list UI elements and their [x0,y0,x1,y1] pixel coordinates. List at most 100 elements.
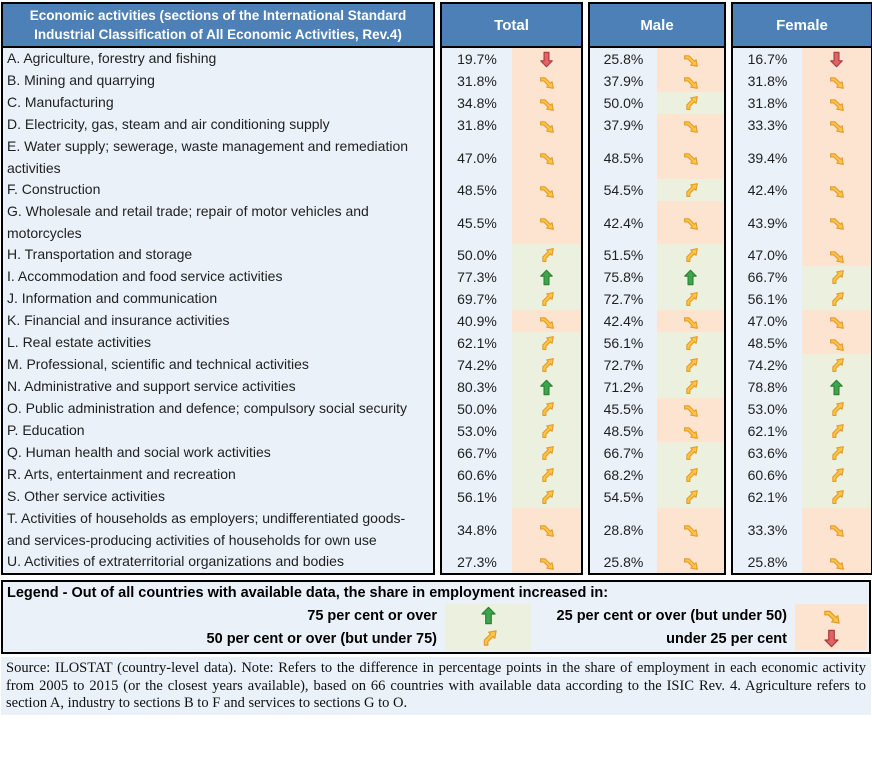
row-activity: P. Education [1,420,435,442]
male-trend-cell [657,551,726,575]
male-value: 51.5% [588,244,657,266]
male-value: 56.1% [588,332,657,354]
male-value: 54.5% [588,486,657,508]
female-value: 39.4% [731,136,802,179]
report-figure: Economic activities (sections of the Int… [1,2,872,715]
total-trend-cell [512,92,583,114]
legend-swatch [795,604,867,627]
trend-diag-down-icon [829,153,844,165]
total-value: 74.2% [440,354,512,376]
trend-diag-down-icon [539,153,554,165]
row-activity: L. Real estate activities [1,332,435,354]
female-value: 74.2% [731,354,802,376]
trend-diag-down-icon [683,76,698,89]
trend-diag-up-icon [542,357,554,372]
trend-diag-down-icon [829,120,844,133]
male-trend-cell [657,332,726,354]
male-trend-cell [657,48,726,70]
total-value: 34.8% [440,508,512,551]
total-trend-cell [512,179,583,201]
trend-diag-up-icon [483,630,497,646]
trend-diag-down-icon [683,525,698,537]
trend-diag-down-icon [539,76,554,89]
female-value: 33.3% [731,114,802,136]
female-value: 47.0% [731,244,802,266]
legend-box: Legend - Out of all countries with avail… [1,580,871,654]
row-activity: N. Administrative and support service ac… [1,376,435,398]
trend-up-icon [684,269,697,285]
trend-diag-up-icon [832,357,844,372]
total-trend-cell [512,332,583,354]
total-trend-cell [512,114,583,136]
trend-diag-up-icon [542,445,554,460]
legend-label: 75 per cent or over [307,607,437,624]
trend-diag-up-icon [542,335,554,350]
trend-up-icon [480,606,496,625]
total-value: 40.9% [440,310,512,332]
trend-down-icon [540,51,553,67]
total-trend-cell [512,486,583,508]
trend-diag-up-icon [832,291,844,306]
female-trend-cell [802,551,872,575]
row-activity: M. Professional, scientific and technica… [1,354,435,376]
row-activity: J. Information and communication [1,288,435,310]
row-activity: H. Transportation and storage [1,244,435,266]
total-value: 50.0% [440,244,512,266]
legend-title: Legend - Out of all countries with avail… [7,585,609,601]
female-trend-cell [802,332,872,354]
trend-diag-up-icon [686,357,698,372]
male-trend-cell [657,201,726,244]
total-value: 66.7% [440,442,512,464]
male-value: 42.4% [588,310,657,332]
male-value: 28.8% [588,508,657,551]
total-trend-cell [512,442,583,464]
male-trend-cell [657,136,726,179]
total-value: 45.5% [440,201,512,244]
trend-up-icon [540,269,553,285]
male-value: 37.9% [588,70,657,92]
male-value: 66.7% [588,442,657,464]
trend-diag-up-icon [686,247,698,262]
total-value: 47.0% [440,136,512,179]
legend-label: 50 per cent or over (but under 75) [206,630,437,647]
female-trend-cell [802,201,872,244]
male-value: 75.8% [588,266,657,288]
female-trend-cell [802,288,872,310]
row-activity: S. Other service activities [1,486,435,508]
female-trend-cell [802,136,872,179]
row-activity: T. Activities of households as employers… [1,508,435,551]
male-value: 71.2% [588,376,657,398]
total-value: 60.6% [440,464,512,486]
trend-diag-up-icon [832,489,844,504]
female-trend-cell [802,92,872,114]
total-value: 62.1% [440,332,512,354]
trend-diag-down-icon [539,525,554,537]
trend-diag-down-icon [539,316,554,329]
legend-items: 75 per cent or over 25 per cent or over (… [5,604,867,650]
female-trend-cell [802,508,872,551]
trend-diag-up-icon [832,401,844,416]
trend-up-icon [540,379,553,395]
male-value: 50.0% [588,92,657,114]
total-value: 77.3% [440,266,512,288]
trend-diag-down-icon [539,98,554,111]
trend-diag-up-icon [686,489,698,504]
female-trend-cell [802,244,872,266]
row-activity: K. Financial and insurance activities [1,310,435,332]
male-value: 54.5% [588,179,657,201]
male-value: 25.8% [588,48,657,70]
female-value: 48.5% [731,332,802,354]
male-value: 68.2% [588,464,657,486]
female-value: 63.6% [731,442,802,464]
female-value: 43.9% [731,201,802,244]
trend-diag-down-icon [539,557,554,570]
trend-diag-up-icon [686,335,698,350]
total-value: 80.3% [440,376,512,398]
trend-diag-up-icon [832,467,844,482]
total-trend-cell [512,376,583,398]
female-value: 78.8% [731,376,802,398]
female-trend-cell [802,420,872,442]
female-value: 53.0% [731,398,802,420]
trend-diag-down-icon [829,218,844,230]
row-activity: A. Agriculture, forestry and fishing [1,48,435,70]
